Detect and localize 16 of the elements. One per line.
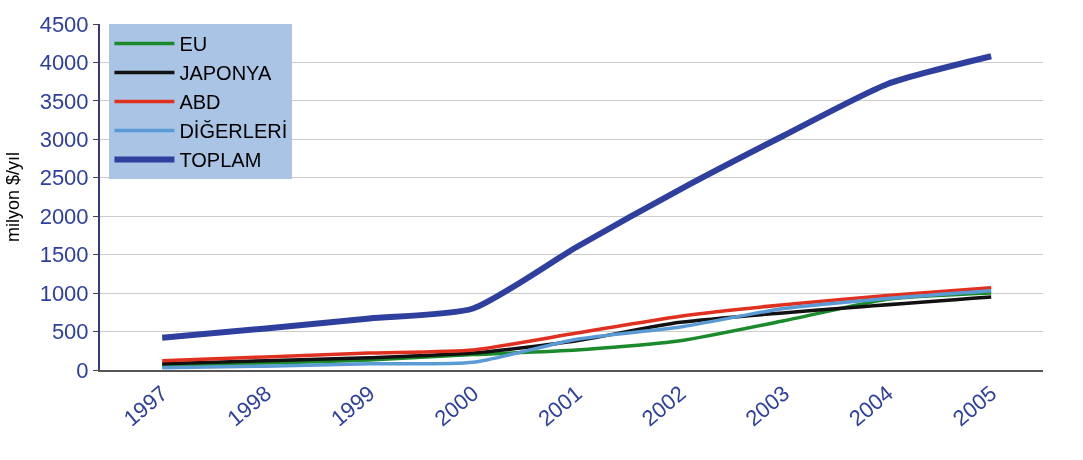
legend-label: DİĞERLERİ: [179, 120, 288, 143]
legend-label: EU: [179, 33, 208, 56]
y-tick-label: 3500: [39, 88, 89, 114]
y-tick-label: 1500: [39, 242, 89, 268]
y-tick-label: 500: [51, 319, 89, 345]
y-tick-label: 3000: [39, 127, 89, 153]
y-axis-title: milyon $/yıl: [3, 151, 24, 243]
y-tick-label: 2000: [39, 203, 89, 229]
y-tick-label: 2500: [39, 165, 89, 191]
y-tick-label: 0: [76, 357, 89, 383]
legend-label: ABD: [179, 91, 221, 114]
y-tick-label: 4500: [39, 11, 89, 37]
legend-label: JAPONYA: [179, 62, 272, 85]
y-tick-label: 4000: [39, 50, 89, 76]
legend-label: TOPLAM: [179, 149, 262, 172]
y-tick-label: 1000: [39, 280, 89, 306]
